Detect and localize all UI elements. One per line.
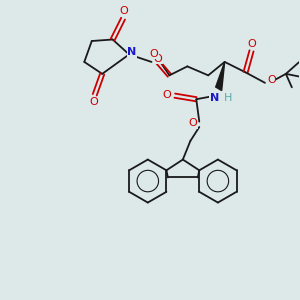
Text: H: H xyxy=(224,93,232,103)
Text: O: O xyxy=(149,49,158,59)
Text: O: O xyxy=(267,75,276,85)
Text: O: O xyxy=(188,118,197,128)
Text: O: O xyxy=(120,6,128,16)
Text: O: O xyxy=(154,54,162,64)
Text: O: O xyxy=(89,97,98,107)
Text: O: O xyxy=(248,39,256,49)
Text: N: N xyxy=(210,93,219,103)
Text: O: O xyxy=(162,90,171,100)
Text: N: N xyxy=(128,47,137,57)
Polygon shape xyxy=(216,62,225,91)
